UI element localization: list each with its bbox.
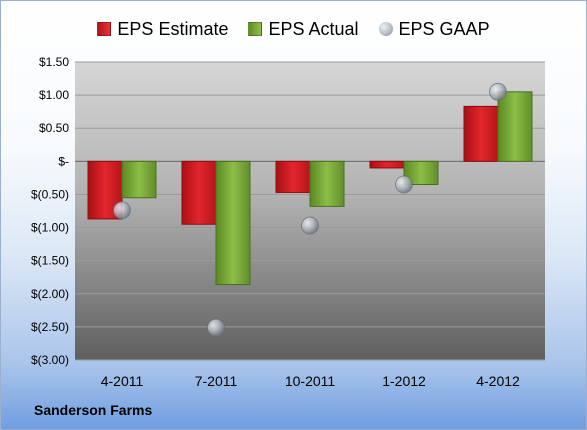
x-tick-label: 10-2011: [285, 373, 336, 389]
x-tick-label: 1-2012: [382, 373, 426, 389]
y-tick-label: $(2.50): [31, 320, 69, 334]
x-tick-label: 4-2011: [101, 373, 144, 389]
y-tick-label: $1.00: [39, 88, 69, 102]
legend-swatch-gaap: [378, 22, 393, 36]
legend-item-gaap: EPS GAAP: [378, 18, 490, 40]
bar-eps-estimate: [275, 160, 311, 193]
legend-swatch-actual: [248, 22, 263, 36]
bar-eps-actual: [215, 160, 251, 286]
y-tick-label: $(0.50): [31, 187, 69, 201]
bar-eps-actual: [121, 160, 157, 199]
x-tick-label: 4-2012: [476, 373, 520, 389]
marker-eps-gaap: [395, 175, 413, 194]
bar-eps-estimate: [181, 160, 217, 225]
y-tick-label: $0.50: [39, 121, 69, 135]
bar-eps-estimate: [463, 105, 499, 162]
marker-eps-gaap: [489, 82, 507, 101]
y-tick-label: $1.50: [39, 55, 69, 69]
legend-swatch-estimate: [97, 22, 112, 36]
legend-item-actual: EPS Actual: [248, 18, 359, 40]
y-tick-label: $(3.00): [31, 353, 69, 367]
marker-eps-gaap: [207, 318, 225, 337]
marker-eps-gaap: [113, 201, 131, 220]
legend-label-estimate: EPS Estimate: [117, 18, 229, 39]
bar-eps-actual: [497, 91, 533, 162]
legend-item-estimate: EPS Estimate: [97, 19, 228, 40]
legend-label-actual: EPS Actual: [268, 18, 359, 39]
y-tick-label: $(1.50): [31, 254, 69, 268]
y-tick-label: $(1.00): [31, 221, 69, 235]
bar-eps-actual: [309, 160, 345, 207]
y-tick-label: $(2.00): [31, 287, 69, 301]
bar-eps-actual: [403, 160, 439, 186]
y-tick-label: $-: [58, 154, 69, 168]
company-name: Sanderson Farms: [34, 402, 153, 418]
legend: EPS Estimate EPS Actual EPS GAAP: [0, 16, 587, 42]
x-tick-label: 7-2011: [195, 373, 238, 389]
legend-label-gaap: EPS GAAP: [398, 18, 490, 39]
marker-eps-gaap: [301, 216, 319, 235]
bar-eps-estimate: [369, 160, 405, 169]
